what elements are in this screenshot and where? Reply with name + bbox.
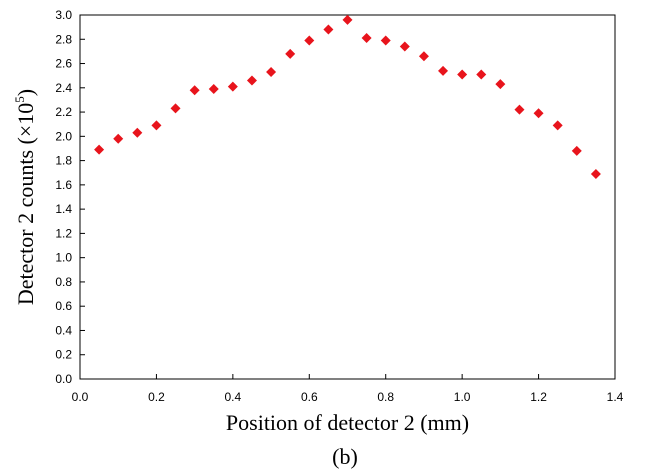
y-tick-label: 1.4 <box>55 202 72 216</box>
y-axis-title-main: Detector 2 counts (×10 <box>13 103 38 305</box>
data-point <box>438 65 449 76</box>
y-axis-title-superscript: 5 <box>12 96 27 103</box>
data-point <box>457 69 468 80</box>
y-tick-label: 2.4 <box>55 81 72 95</box>
data-point <box>189 85 200 96</box>
y-tick-label: 1.2 <box>55 226 72 240</box>
data-point <box>495 79 506 90</box>
data-point <box>590 168 601 179</box>
y-tick-label: 2.6 <box>55 57 72 71</box>
data-point <box>151 120 162 131</box>
x-tick-label: 1.0 <box>454 390 471 404</box>
data-point <box>571 145 582 156</box>
x-tick-label: 0.4 <box>225 390 242 404</box>
data-point <box>304 35 315 46</box>
y-tick-label: 2.2 <box>55 105 72 119</box>
y-tick-label: 3.0 <box>55 8 72 22</box>
y-tick-label: 0.0 <box>55 372 72 386</box>
x-tick-label: 0.6 <box>301 390 318 404</box>
data-point <box>170 103 181 114</box>
data-point <box>208 84 219 95</box>
data-point <box>418 51 429 62</box>
data-point <box>266 67 277 78</box>
figure-caption: (b) <box>332 444 358 469</box>
y-tick-label: 0.2 <box>55 348 72 362</box>
data-point <box>552 120 563 131</box>
axis-ticks <box>79 14 616 380</box>
data-point <box>285 48 296 59</box>
data-point <box>113 133 124 144</box>
x-tick-label: 0.2 <box>148 390 165 404</box>
x-tick-label: 0.8 <box>377 390 394 404</box>
data-point <box>380 35 391 46</box>
y-tick-label: 1.8 <box>55 154 72 168</box>
x-axis-title: Position of detector 2 (mm) <box>226 410 469 435</box>
data-point <box>533 108 544 119</box>
plot-frame <box>79 14 616 380</box>
y-tick-label: 0.8 <box>55 275 72 289</box>
data-points <box>94 14 601 179</box>
data-point <box>399 41 410 52</box>
y-tick-label: 0.4 <box>55 323 72 337</box>
y-tick-label: 2.0 <box>55 129 72 143</box>
data-point <box>323 24 334 35</box>
data-point <box>227 81 238 92</box>
x-tick-label: 1.4 <box>607 390 624 404</box>
data-point <box>361 33 372 44</box>
axis-tick-labels: 0.0 0.2 0.4 0.6 0.8 1.0 1.2 1.4 0.0 0.2 0.4 0.6 0.8 1… <box>55 8 623 404</box>
x-tick-label: 1.2 <box>530 390 547 404</box>
data-point <box>342 14 353 25</box>
data-point <box>132 127 143 138</box>
y-tick-label: 1.0 <box>55 251 72 265</box>
data-point <box>514 104 525 115</box>
x-tick-label: 0.0 <box>72 390 89 404</box>
data-point <box>246 75 257 86</box>
data-point <box>94 144 105 155</box>
y-tick-label: 1.6 <box>55 178 72 192</box>
y-axis-title-close: ) <box>13 89 38 96</box>
data-point <box>476 69 487 80</box>
y-tick-label: 0.6 <box>55 299 72 313</box>
y-tick-label: 2.8 <box>55 32 72 46</box>
y-axis-title: Detector 2 counts (×105) <box>12 89 38 305</box>
